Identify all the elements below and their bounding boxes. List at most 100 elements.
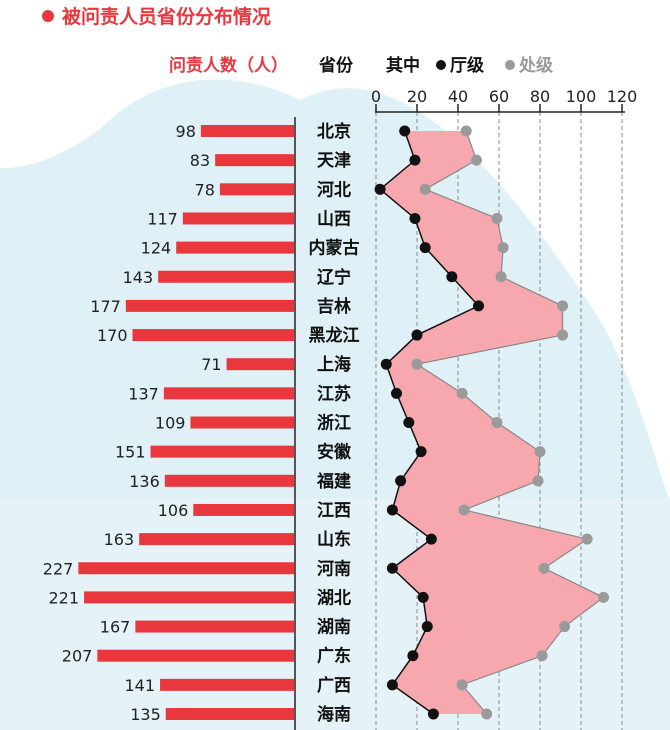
count-bar (135, 620, 294, 633)
province-label: 天津 (317, 150, 351, 171)
chu-point (495, 271, 507, 283)
ting-point (427, 708, 439, 720)
count-value-label: 117 (147, 209, 178, 228)
count-value-label: 78 (195, 180, 215, 199)
x-tick-label: 40 (448, 87, 468, 106)
count-value-label: 83 (190, 151, 210, 170)
chart-title: 被问责人员省份分布情况 (62, 5, 271, 28)
count-value-label: 109 (155, 414, 186, 433)
count-bar (164, 474, 294, 487)
province-label: 山西 (317, 209, 351, 229)
count-bar (97, 649, 294, 662)
count-value-label: 136 (129, 472, 160, 491)
ting-point (419, 242, 431, 254)
count-bar (163, 387, 294, 400)
chu-point (456, 387, 468, 399)
province-label: 吉林 (317, 296, 351, 317)
chu-point (458, 504, 470, 516)
ting-point (386, 504, 398, 516)
chu-point (598, 591, 610, 603)
chu-point (538, 562, 550, 574)
province-label: 安徽 (317, 442, 352, 463)
count-column-header: 问责人数（人） (169, 55, 288, 76)
legend-ting-marker (436, 60, 446, 70)
ting-point (421, 621, 433, 633)
x-tick-label: 60 (489, 87, 509, 106)
count-bar (160, 678, 294, 691)
chu-point (581, 533, 593, 545)
ting-point (395, 475, 407, 487)
count-bar (132, 329, 294, 342)
count-bar (215, 154, 294, 167)
province-label: 山东 (317, 529, 351, 550)
chu-point (491, 417, 503, 428)
count-value-label: 71 (201, 355, 221, 374)
province-label: 河北 (317, 180, 351, 200)
province-label: 福建 (316, 471, 351, 492)
count-bar (139, 533, 294, 546)
x-tick-label: 80 (530, 87, 550, 106)
province-label: 辽宁 (317, 267, 351, 288)
chu-point (460, 125, 472, 137)
count-value-label: 167 (100, 618, 131, 637)
chu-point (481, 708, 493, 720)
count-bar (193, 503, 294, 516)
count-value-label: 151 (115, 443, 146, 462)
ting-point (386, 562, 398, 574)
count-value-label: 106 (158, 501, 189, 520)
province-label: 广西 (317, 675, 351, 696)
level-lines (374, 125, 610, 720)
x-tick-label: 100 (566, 87, 597, 106)
ting-point (380, 358, 392, 370)
chu-point (411, 358, 423, 370)
count-bar (78, 562, 294, 575)
count-value-label: 135 (130, 705, 161, 724)
ting-point (417, 591, 429, 603)
count-bar (125, 299, 294, 312)
count-bar (219, 183, 294, 196)
legend-ting-label: 厅级 (450, 55, 484, 76)
ting-point (409, 212, 421, 224)
count-value-label: 124 (141, 239, 172, 258)
count-bar (150, 445, 294, 458)
province-label: 浙江 (317, 413, 351, 434)
province-label: 上海 (317, 354, 351, 375)
count-value-label: 227 (43, 559, 74, 578)
province-labels: 北京天津河北山西内蒙古辽宁吉林黑龙江上海江苏浙江安徽福建江西山东河南湖北湖南广东… (309, 121, 360, 725)
count-bar (182, 212, 294, 225)
ting-point (409, 154, 421, 166)
ting-point (399, 125, 411, 137)
chu-point (557, 329, 569, 341)
chu-point (419, 183, 431, 195)
count-value-label: 177 (90, 297, 121, 316)
x-tick-label: 0 (371, 87, 381, 106)
chu-point (557, 300, 569, 312)
count-bar (84, 591, 294, 604)
x-tick-label: 120 (607, 87, 638, 106)
province-column-header: 省份 (318, 55, 354, 76)
ting-point (473, 300, 484, 312)
ting-point (391, 387, 402, 399)
count-value-label: 143 (123, 268, 154, 287)
chu-point (534, 446, 546, 458)
province-label: 湖南 (317, 617, 351, 638)
count-value-label: 141 (125, 676, 156, 695)
count-bar (200, 125, 294, 137)
ting-point (374, 183, 386, 195)
province-label: 广东 (317, 646, 351, 667)
province-label: 海南 (317, 704, 351, 725)
province-label: 河南 (317, 558, 351, 579)
count-value-label: 163 (104, 530, 135, 549)
province-label: 北京 (317, 121, 351, 142)
x-axis-ticks: 0 20 40 60 80 100 120 (371, 87, 637, 112)
province-label: 内蒙古 (309, 238, 360, 259)
count-value-label: 221 (49, 588, 80, 607)
count-value-label: 207 (62, 647, 93, 666)
split-label: 其中 (386, 55, 420, 76)
chu-point (470, 154, 482, 166)
count-bar (158, 270, 294, 283)
count-bar (226, 358, 294, 371)
chu-point (491, 212, 503, 224)
